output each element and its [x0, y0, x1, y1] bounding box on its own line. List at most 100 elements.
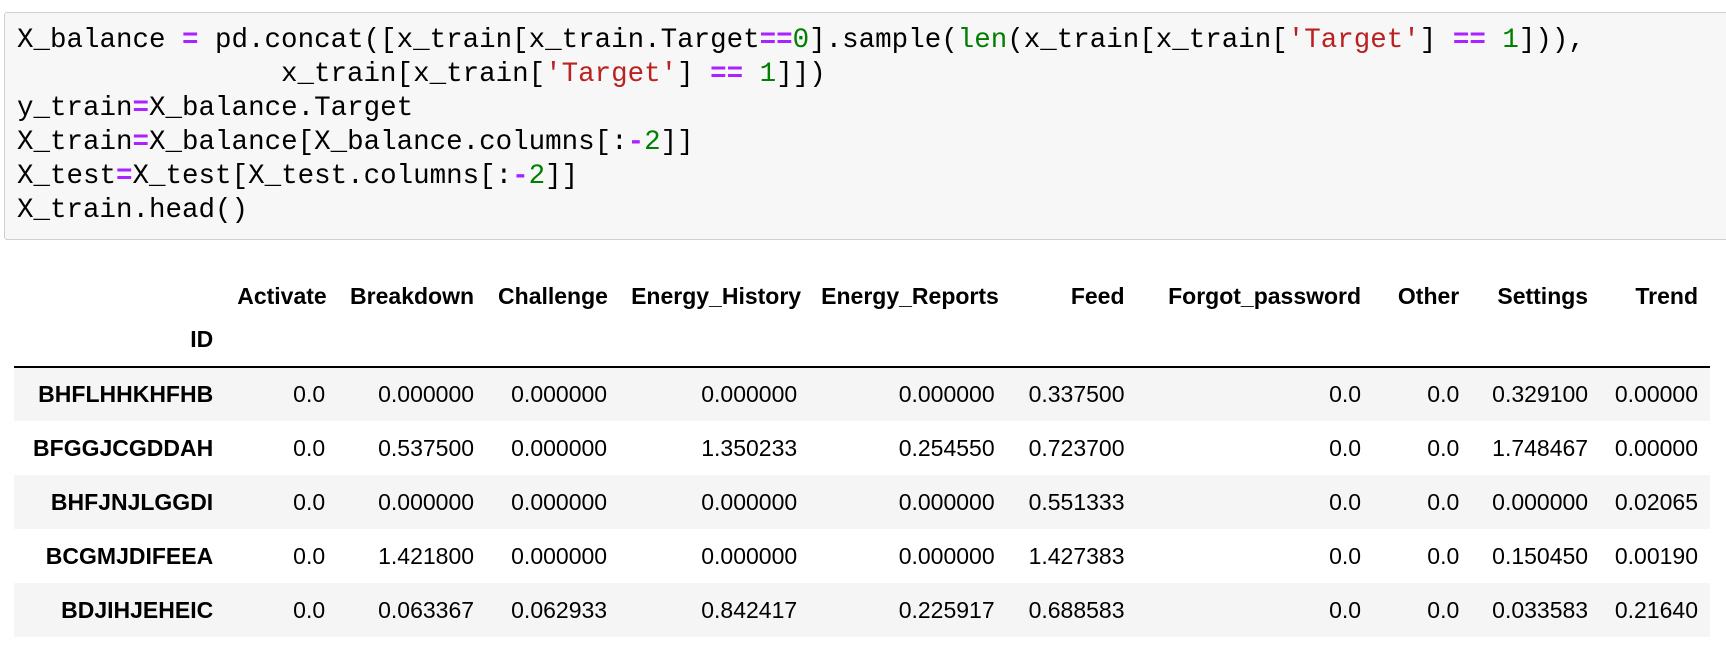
code-token: X_balance[X_balance.columns[:: [149, 127, 628, 158]
code-token: 0: [792, 25, 810, 56]
table-cell: 0.337500: [1028, 381, 1125, 407]
column-header: Challenge: [498, 282, 608, 309]
column-header: Breakdown: [350, 282, 475, 309]
code-line: X_test=X_test[X_test.columns[:-2]]: [17, 161, 578, 192]
code-token: pd.concat([x_train[x_train.Target: [198, 25, 760, 56]
code-token: 'Target': [1287, 25, 1420, 56]
row-index: BFGGJCGDDAH: [33, 434, 214, 461]
column-header: Feed: [1070, 282, 1125, 309]
code-token: ]: [677, 59, 711, 90]
code-token: =: [132, 93, 150, 124]
table-cell: 0.033583: [1492, 596, 1589, 623]
table-cell: 0.000000: [511, 434, 608, 461]
code-token: -: [512, 161, 529, 192]
code-token: y_train: [17, 93, 133, 124]
table-cell: 0.000000: [898, 488, 995, 515]
table-cell: 0.0: [1427, 434, 1460, 461]
code-token: ]]: [660, 127, 694, 158]
table-cell: 0.0: [1329, 596, 1362, 623]
table-row: BHFLHHKHFHB 0.0 0.000000 0.000000 0.000000 0.…: [14, 367, 1710, 421]
table-cell: 1.427383: [1028, 542, 1125, 569]
table-cell: 1.748467: [1492, 434, 1589, 461]
code-token: ]]): [776, 59, 826, 90]
table-row: BDJIHJEHEIC 0.0 0.063367 0.062933 0.842417 0.…: [14, 583, 1710, 637]
table-cell: 1.350233: [701, 434, 798, 461]
code-token: =: [132, 127, 150, 158]
table-cell: 0.254550: [898, 434, 995, 461]
column-header: Settings: [1497, 282, 1589, 309]
code-token: =: [182, 25, 199, 56]
column-header: Other: [1397, 282, 1460, 309]
table-cell: 0.062933: [511, 596, 608, 623]
corner-cell: [14, 280, 225, 312]
code-token: [743, 59, 760, 90]
code-token: ==: [710, 59, 744, 90]
code-token: ]: [1419, 25, 1453, 56]
table-cell: 0.0: [1427, 381, 1460, 407]
table-cell: 0.0: [1427, 542, 1460, 569]
table-cell: 0.02065: [1614, 488, 1698, 515]
table-row: BFGGJCGDDAH 0.0 0.537500 0.000000 1.350233 0.…: [14, 421, 1710, 475]
table-cell: 0.0: [293, 542, 326, 569]
code-token: 1: [1502, 25, 1519, 56]
code-cell[interactable]: X_balance = pd.concat([x_train[x_train.T…: [4, 12, 1726, 240]
table-cell: 0.000000: [378, 381, 475, 407]
column-header: Forgot_password: [1168, 282, 1362, 309]
column-header: Energy_Reports: [821, 282, 999, 309]
code-token: ])),: [1518, 25, 1585, 56]
code-line: X_balance = pd.concat([x_train[x_train.T…: [17, 25, 1585, 56]
table-cell: 0.150450: [1492, 542, 1589, 569]
column-header: Energy_History: [631, 282, 802, 309]
code-token: ]]: [545, 161, 579, 192]
row-index: BDJIHJEHEIC: [61, 596, 214, 623]
row-index: BHFLHHKHFHB: [38, 381, 214, 407]
table-cell: 0.225917: [898, 596, 995, 623]
table-row: BCGMJDIFEEA 0.0 1.421800 0.000000 0.000000 0.…: [14, 529, 1710, 583]
table-cell: 0.063367: [378, 596, 475, 623]
table-cell: 0.723700: [1028, 434, 1125, 461]
column-header-row: Activate Breakdown Challenge Energy_Hist…: [14, 280, 1710, 312]
table-cell: 0.0: [1329, 542, 1362, 569]
code-line: X_train.head(): [17, 195, 248, 226]
table-cell: 0.000000: [378, 488, 475, 515]
table-cell: 0.000000: [511, 542, 608, 569]
code-line: y_train=X_balance.Target: [17, 93, 413, 124]
table-cell: 0.842417: [701, 596, 798, 623]
code-token: x_train[x_train[: [17, 59, 546, 90]
code-token: [1486, 25, 1503, 56]
table-cell: 0.0: [1427, 596, 1460, 623]
index-name-row: ID: [14, 312, 1710, 368]
table-cell: 0.0: [1329, 488, 1362, 515]
table-cell: 0.00000: [1614, 434, 1698, 461]
code-token: ].sample(: [809, 25, 958, 56]
table-cell: 0.0: [293, 488, 326, 515]
column-header: Activate: [237, 282, 327, 309]
table-cell: 0.000000: [511, 488, 608, 515]
output-area: Activate Breakdown Challenge Energy_Hist…: [14, 280, 1712, 637]
table-cell: 0.000000: [511, 381, 608, 407]
table-cell: 1.421800: [378, 542, 475, 569]
code-token: (x_train[x_train[: [1007, 25, 1288, 56]
table-cell: 0.000000: [898, 381, 995, 407]
code-editor[interactable]: X_balance = pd.concat([x_train[x_train.T…: [17, 24, 1585, 228]
table-cell: 0.000000: [701, 488, 798, 515]
code-token: -: [627, 127, 645, 158]
code-token: X_test: [17, 161, 117, 192]
table-cell: 0.0: [1329, 381, 1362, 407]
table-cell: 0.0: [1329, 434, 1362, 461]
code-line: X_train=X_balance[X_balance.columns[:-2]…: [17, 127, 694, 158]
code-line: x_train[x_train['Target'] == 1]]): [17, 59, 826, 90]
index-name: ID: [14, 312, 226, 368]
table-cell: 0.0: [293, 596, 326, 623]
table-cell: 0.000000: [701, 381, 798, 407]
table-cell: 0.551333: [1028, 488, 1125, 515]
code-token: =: [116, 161, 133, 192]
code-token: X_train: [17, 127, 133, 158]
code-token: 'Target': [545, 59, 678, 90]
table-cell: 0.000000: [1492, 488, 1589, 515]
code-token: X_test[X_test.columns[:: [132, 161, 513, 192]
code-token: ==: [759, 25, 793, 56]
table-cell: 0.000000: [898, 542, 995, 569]
table-row: BHFJNJLGGDI 0.0 0.000000 0.000000 0.000000 0.…: [14, 475, 1710, 529]
table-cell: 0.21640: [1614, 596, 1698, 623]
